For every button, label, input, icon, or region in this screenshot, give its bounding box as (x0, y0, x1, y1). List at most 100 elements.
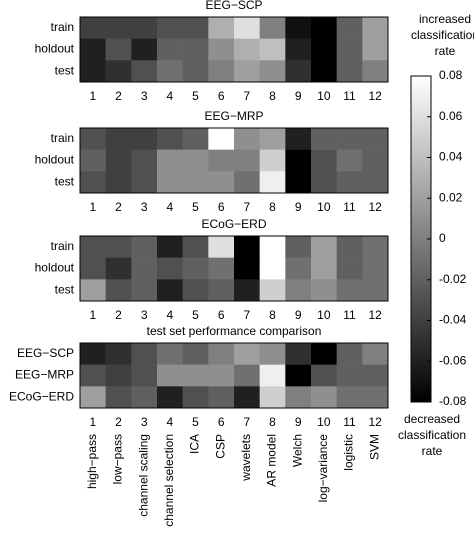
x-tick-label: 12 (368, 89, 382, 103)
heatmap-cell (157, 171, 183, 194)
x-category-name: AR model (265, 434, 279, 487)
colorbar-tick-label: -0.02 (439, 272, 467, 286)
heatmap-cell (131, 128, 158, 150)
x-tick-label: 12 (368, 200, 382, 214)
heatmap-cell (285, 343, 312, 365)
x-tick-label: 12 (368, 415, 382, 429)
row-label: holdout (35, 153, 75, 167)
heatmap-cell (362, 257, 389, 280)
heatmap-cell (182, 128, 209, 150)
heatmap-cell (80, 364, 106, 387)
heatmap-cell (157, 128, 183, 150)
x-tick-label: 9 (295, 89, 302, 103)
heatmap-cell (208, 257, 235, 280)
x-tick-label: 12 (368, 308, 382, 322)
row-label: ECoG−ERD (9, 389, 74, 403)
heatmap-cell (131, 386, 158, 409)
heatmap-cell (311, 386, 337, 409)
heatmap-cell (234, 364, 260, 387)
x-category-name: logistic (342, 434, 356, 471)
heatmap-cell (80, 236, 106, 258)
x-tick-label: 7 (243, 308, 250, 322)
heatmap-cell (80, 149, 106, 172)
heatmap-cell (182, 257, 209, 280)
heatmap-cell (259, 236, 286, 258)
x-tick-label: 6 (218, 308, 225, 322)
heatmap-cell (105, 60, 132, 83)
heatmap-cell (336, 128, 363, 150)
x-tick-label: 5 (192, 415, 199, 429)
x-tick-label: 7 (243, 200, 250, 214)
x-tick-label: 10 (317, 200, 331, 214)
x-tick-label: 9 (295, 308, 302, 322)
heatmap-cell (285, 257, 312, 280)
heatmap-cell (362, 279, 389, 302)
heatmap-cell (182, 343, 209, 365)
colorbar-bottom-label: rate (422, 444, 443, 458)
heatmap-cell (105, 364, 132, 387)
heatmap-cell (362, 364, 389, 387)
heatmap-cell (80, 257, 106, 280)
heatmap-cell (105, 171, 132, 194)
row-label: train (51, 20, 74, 34)
heatmap-cell (208, 17, 235, 39)
heatmap-cell (208, 128, 235, 150)
heatmap-title: ECoG−ERD (201, 217, 266, 231)
heatmap-cell (311, 149, 337, 172)
heatmap-cell (336, 38, 363, 61)
heatmap-cell (182, 60, 209, 83)
heatmap-cell (105, 343, 132, 365)
heatmap-cell (182, 279, 209, 302)
heatmap-cell (131, 38, 158, 61)
heatmap-cell (259, 343, 286, 365)
colorbar-tick-label: 0 (439, 231, 446, 245)
x-tick-label: 5 (192, 89, 199, 103)
x-category-name: low−pass (111, 434, 125, 484)
heatmap-cell (131, 257, 158, 280)
x-tick-label: 5 (192, 308, 199, 322)
heatmap-cell (362, 343, 389, 365)
heatmap-cell (131, 279, 158, 302)
heatmap-cell (105, 38, 132, 61)
x-tick-label: 8 (269, 415, 276, 429)
x-tick-label: 4 (166, 89, 173, 103)
heatmap-cell (311, 279, 337, 302)
colorbar-tick-label: 0.06 (439, 109, 463, 123)
x-tick-label: 9 (295, 415, 302, 429)
x-tick-label: 2 (115, 308, 122, 322)
heatmap-cell (182, 364, 209, 387)
x-tick-label: 8 (269, 308, 276, 322)
x-tick-label: 2 (115, 89, 122, 103)
heatmap-cell (234, 343, 260, 365)
heatmap-cell (362, 38, 389, 61)
heatmap-cell (234, 236, 260, 258)
heatmap-cell (182, 17, 209, 39)
heatmap-cell (336, 257, 363, 280)
heatmap-cell (157, 236, 183, 258)
colorbar-top-label: classification (411, 28, 474, 42)
heatmap-title: EEG−SCP (205, 0, 262, 12)
x-category-name: log−variance (316, 434, 330, 503)
heatmap-cell (131, 171, 158, 194)
heatmap-cell (259, 38, 286, 61)
heatmap-cell (311, 364, 337, 387)
heatmap-cell (234, 171, 260, 194)
x-tick-label: 8 (269, 89, 276, 103)
heatmap-cell (131, 343, 158, 365)
heatmap-cell (336, 171, 363, 194)
heatmap-cell (131, 364, 158, 387)
heatmap-cell (362, 17, 389, 39)
x-tick-label: 10 (317, 308, 331, 322)
x-tick-label: 8 (269, 200, 276, 214)
x-tick-label: 1 (89, 200, 96, 214)
heatmap-cell (208, 386, 235, 409)
x-category-name: SVM (367, 434, 381, 460)
row-label: EEG−SCP (17, 346, 74, 360)
frame (79, 235, 389, 302)
heatmap-cell (80, 279, 106, 302)
heatmap-cell (259, 171, 286, 194)
x-category-name: channel scaling (136, 434, 150, 517)
heatmap-cell (285, 364, 312, 387)
colorbar-tick-label: 0.08 (439, 68, 463, 82)
x-tick-label: 6 (218, 200, 225, 214)
